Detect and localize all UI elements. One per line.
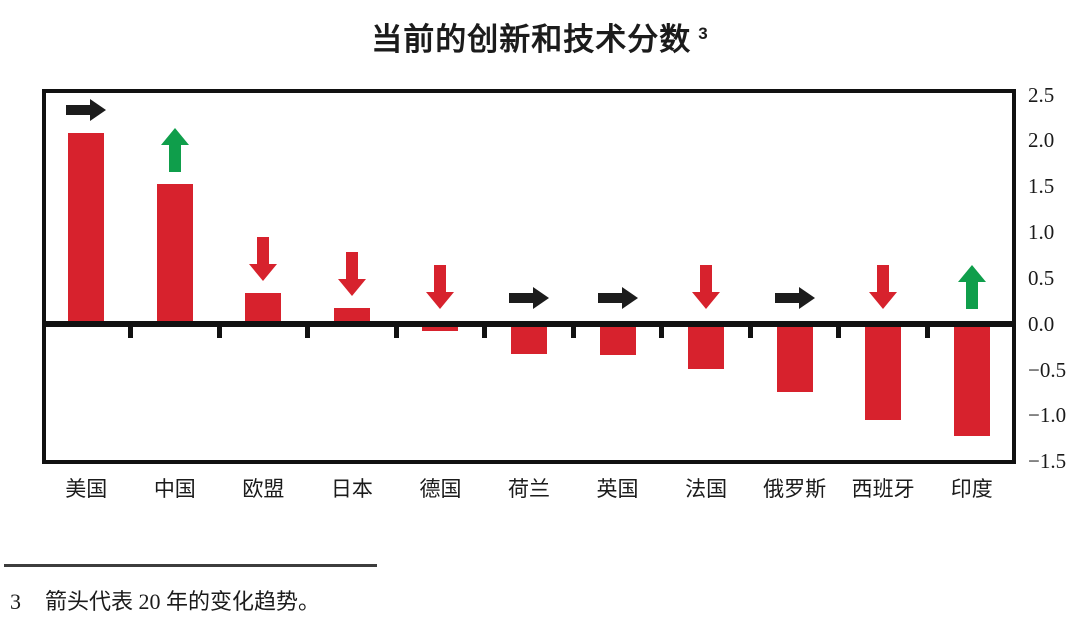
footnote: 3 箭头代表 20 年的变化趋势。 (10, 584, 320, 616)
x-axis-label: 中国 (153, 477, 196, 501)
x-axis-tick (128, 324, 134, 338)
trend-steady-icon (597, 286, 638, 309)
y-axis-label: 0.5 (1028, 265, 1055, 290)
x-axis-label: 德国 (419, 477, 462, 501)
x-axis-label: 法国 (685, 477, 728, 501)
x-axis-tick (216, 324, 222, 338)
x-axis-label: 美国 (65, 477, 108, 501)
y-axis-label: 0.0 (1028, 311, 1055, 336)
bar (333, 308, 370, 324)
bar (511, 323, 547, 354)
trend-steady-icon (509, 286, 549, 309)
plot-frame (42, 89, 1016, 464)
chart-title-text: 当前的创新和技术分数 (371, 22, 692, 57)
y-axis-label: 2.0 (1028, 128, 1055, 153)
trend-down-icon (337, 252, 366, 297)
trend-steady-icon (66, 99, 107, 121)
x-axis-tick (570, 324, 576, 338)
trend-down-icon (426, 264, 455, 309)
footnote-marker: 3 (10, 589, 21, 614)
y-axis-label: −1.5 (1028, 449, 1067, 474)
x-axis-label: 欧盟 (242, 477, 285, 501)
x-axis-tick (924, 324, 930, 338)
x-axis-label: 英国 (596, 477, 639, 501)
y-axis-label: 1.0 (1028, 220, 1055, 245)
trend-steady-icon (774, 286, 815, 309)
x-axis-label: 俄罗斯 (763, 477, 827, 501)
x-axis-label: 印度 (950, 477, 993, 501)
x-axis-label: 西班牙 (851, 477, 915, 501)
trend-up-icon (957, 264, 986, 309)
y-axis-label: −1.0 (1028, 403, 1067, 428)
x-axis-tick (747, 324, 753, 338)
trend-down-icon (692, 264, 721, 309)
x-axis-tick (836, 324, 842, 338)
x-axis-label: 日本 (330, 477, 373, 501)
trend-up-icon (160, 128, 189, 173)
bar (953, 323, 990, 436)
bar (422, 323, 459, 332)
bar (68, 133, 105, 324)
bar (865, 323, 902, 420)
y-axis-label: 2.5 (1028, 82, 1055, 107)
bar (688, 323, 725, 369)
zero-axis-line (42, 320, 1016, 327)
y-axis-label: 1.5 (1028, 174, 1055, 199)
footnote-text: 箭头代表 20 年的变化趋势。 (45, 589, 321, 614)
chart-title-footnote-ref: 3 (698, 23, 709, 43)
x-axis-tick (659, 324, 665, 338)
bar (156, 184, 193, 324)
trend-down-icon (249, 236, 278, 281)
bar (776, 323, 813, 392)
y-axis-label: −0.5 (1028, 357, 1067, 382)
x-axis-tick (482, 324, 488, 338)
bar (599, 323, 636, 355)
chart-title: 当前的创新和技术分数 3 (0, 14, 1080, 59)
bar (245, 292, 282, 324)
x-axis-tick (393, 324, 399, 338)
x-axis-label: 荷兰 (508, 477, 550, 501)
x-axis-tick (305, 324, 311, 338)
footnote-separator-line (4, 564, 377, 567)
trend-down-icon (869, 264, 898, 309)
